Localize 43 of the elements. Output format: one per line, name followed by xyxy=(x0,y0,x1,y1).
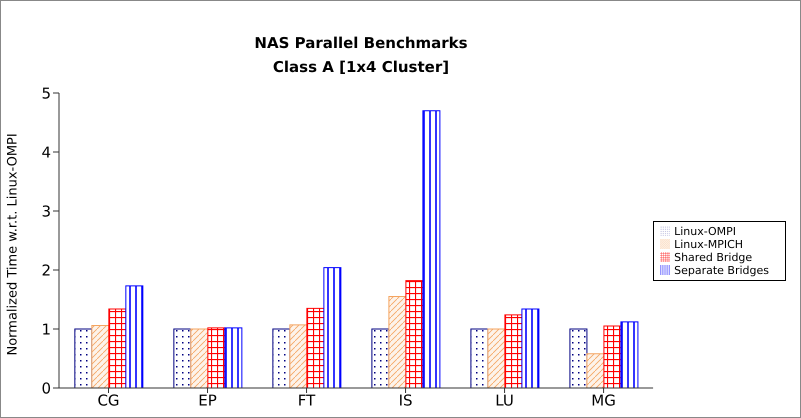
bar xyxy=(207,327,226,388)
bar xyxy=(125,285,144,388)
bar xyxy=(422,110,440,388)
bar xyxy=(74,328,92,388)
x-tick-label: MG xyxy=(591,392,616,410)
y-tick-label: 0 xyxy=(41,379,51,398)
bar xyxy=(108,308,126,388)
y-axis-title: Normalized Time w.r.t. Linux-OMPI xyxy=(6,133,21,356)
bar xyxy=(405,280,424,388)
bar xyxy=(91,324,110,388)
legend-label: Linux-OMPI xyxy=(674,224,736,238)
legend-label: Separate Bridges xyxy=(674,264,769,276)
bar xyxy=(603,326,622,388)
bar xyxy=(306,308,324,388)
y-tick-label: 1 xyxy=(41,320,51,338)
bar xyxy=(504,314,522,388)
bar xyxy=(190,328,208,388)
bar xyxy=(470,328,488,388)
bar xyxy=(224,327,242,388)
bar xyxy=(173,328,192,388)
bar xyxy=(388,296,406,388)
bar xyxy=(586,353,604,388)
y-tick-label: 4 xyxy=(41,143,51,162)
y-tick-label: 5 xyxy=(41,84,51,102)
bar xyxy=(323,267,342,388)
y-tick-label: 2 xyxy=(41,261,51,280)
chart-subtitle: Class A [1x4 Cluster] xyxy=(272,57,450,78)
bar xyxy=(521,308,540,388)
x-tick-label: IS xyxy=(398,392,413,410)
legend-label: Linux-MPICH xyxy=(674,238,744,250)
chart-title: NAS Parallel Benchmarks xyxy=(253,33,469,54)
x-tick-label: EP xyxy=(198,392,217,410)
y-tick-label: 3 xyxy=(41,202,51,220)
bar xyxy=(487,328,506,388)
x-tick-label: FT xyxy=(298,392,316,410)
legend-label: Shared Bridge xyxy=(674,250,752,264)
bar xyxy=(272,328,290,388)
bar xyxy=(371,328,390,388)
bar xyxy=(289,324,308,388)
bar xyxy=(569,328,588,388)
x-tick-label: CG xyxy=(97,392,120,410)
bar xyxy=(620,321,638,388)
x-tick-label: LU xyxy=(495,392,514,410)
